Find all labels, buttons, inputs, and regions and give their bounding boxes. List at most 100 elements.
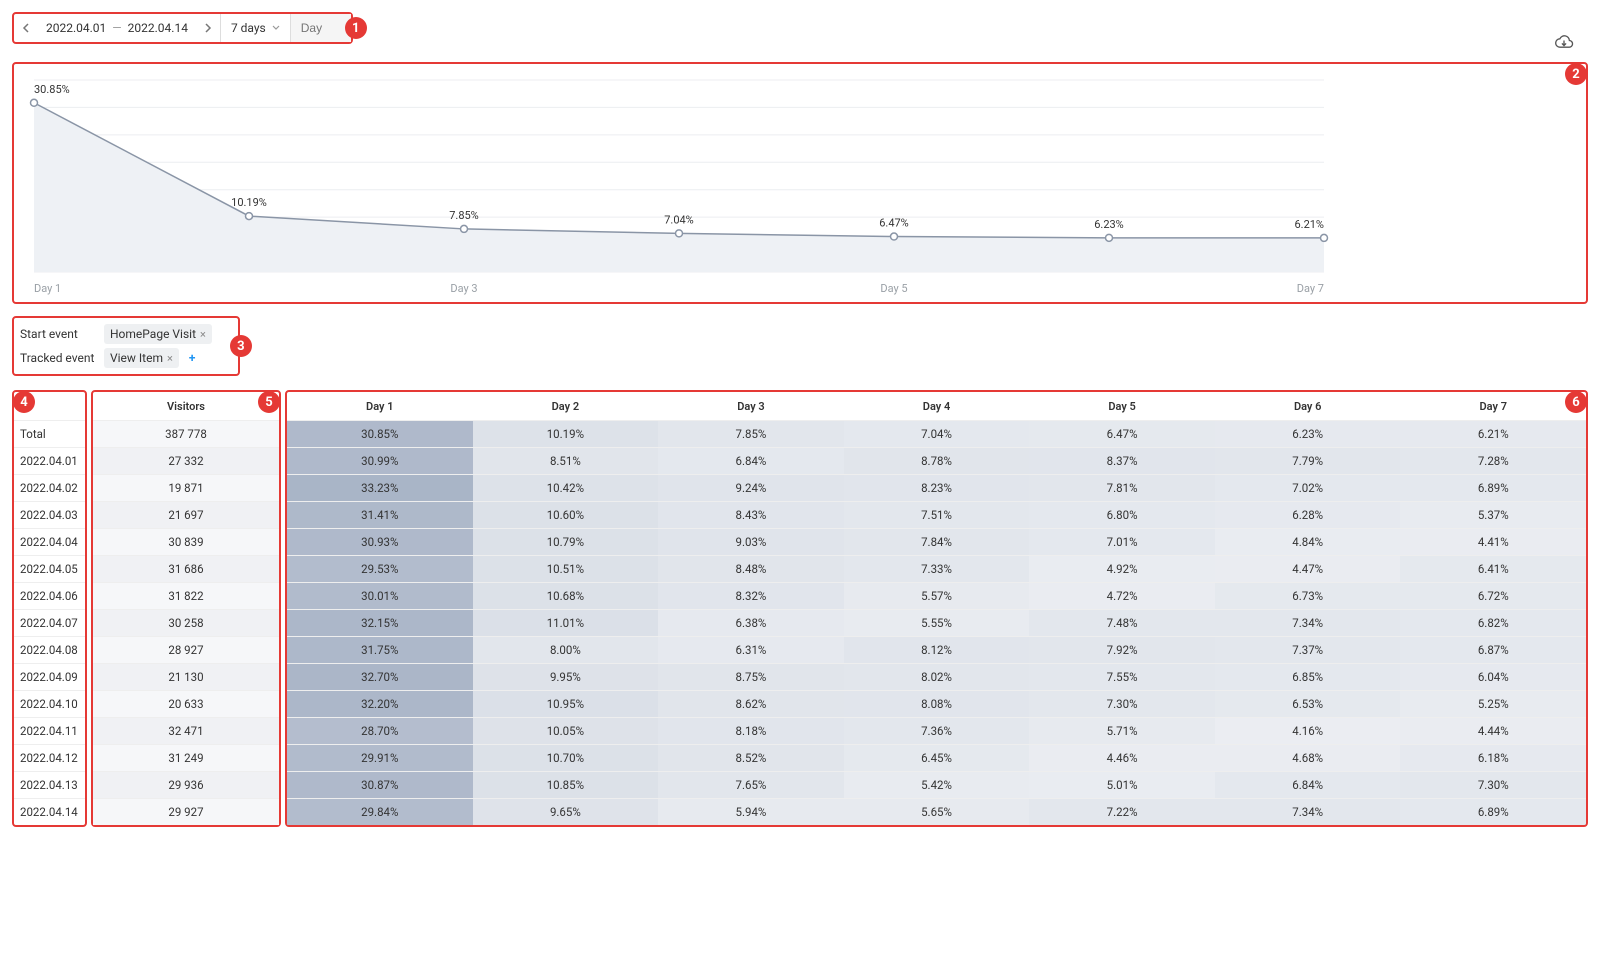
- table-row: 2022.04.09: [14, 663, 85, 690]
- table-row: 2022.04.12: [14, 744, 85, 771]
- heat-cell: 5.94%: [658, 799, 844, 825]
- heat-cell: 6.87%: [1400, 637, 1586, 663]
- heat-cell: 31.41%: [287, 502, 473, 528]
- svg-text:6.47%: 6.47%: [879, 217, 909, 230]
- annotation-badge-6: 6: [1565, 391, 1587, 413]
- heat-cell: 6.31%: [658, 637, 844, 663]
- heat-cell: 8.32%: [658, 583, 844, 609]
- heat-cell: 7.04%: [844, 421, 1030, 447]
- heat-cell: 7.30%: [1400, 772, 1586, 798]
- heat-cell: 8.51%: [473, 448, 659, 474]
- heat-cell: 6.53%: [1215, 691, 1401, 717]
- table-row: 32.20%10.95%8.62%8.08%7.30%6.53%5.25%: [287, 690, 1586, 717]
- heat-cell: 6.45%: [844, 745, 1030, 771]
- heat-cell: 29.91%: [287, 745, 473, 771]
- heat-cell: 6.84%: [1215, 772, 1401, 798]
- heat-cell: 10.19%: [473, 421, 659, 447]
- table-row: 2022.04.10: [14, 690, 85, 717]
- remove-chip-icon[interactable]: ×: [200, 328, 206, 341]
- heat-cell: 6.80%: [1029, 502, 1215, 528]
- add-event-button[interactable]: +: [185, 351, 200, 365]
- heat-cell: 7.79%: [1215, 448, 1401, 474]
- table-row: 33.23%10.42%9.24%8.23%7.81%7.02%6.89%: [287, 474, 1586, 501]
- day-header: Day 3: [658, 400, 844, 413]
- table-row: 30.01%10.68%8.32%5.57%4.72%6.73%6.72%: [287, 582, 1586, 609]
- table-row: 29.84%9.65%5.94%5.65%7.22%7.34%6.89%: [287, 798, 1586, 825]
- table-row: 30 839: [93, 528, 279, 555]
- heat-cell: 5.01%: [1029, 772, 1215, 798]
- heat-cell: 7.01%: [1029, 529, 1215, 555]
- svg-text:Day 5: Day 5: [880, 282, 907, 295]
- heat-cell: 7.28%: [1400, 448, 1586, 474]
- heat-cell: 32.15%: [287, 610, 473, 636]
- heat-cell: 10.85%: [473, 772, 659, 798]
- table-row: 21 697: [93, 501, 279, 528]
- svg-text:7.85%: 7.85%: [449, 209, 479, 222]
- heat-cell: 8.43%: [658, 502, 844, 528]
- heat-cell: 4.68%: [1215, 745, 1401, 771]
- heat-cell: 6.21%: [1400, 421, 1586, 447]
- table-row: 30.93%10.79%9.03%7.84%7.01%4.84%4.41%: [287, 528, 1586, 555]
- heat-cell: 4.16%: [1215, 718, 1401, 744]
- table-row: 2022.04.13: [14, 771, 85, 798]
- range-select[interactable]: 7 days: [220, 14, 290, 42]
- heat-cell: 7.51%: [844, 502, 1030, 528]
- svg-text:Day 1: Day 1: [34, 282, 61, 295]
- range-select-label: 7 days: [231, 21, 266, 35]
- heat-cell: 30.93%: [287, 529, 473, 555]
- table-row: 32 471: [93, 717, 279, 744]
- heat-cell: 5.25%: [1400, 691, 1586, 717]
- annotation-badge-3: 3: [230, 335, 252, 357]
- heat-cell: 8.12%: [844, 637, 1030, 663]
- heat-cell: 7.36%: [844, 718, 1030, 744]
- table-row: 2022.04.03: [14, 501, 85, 528]
- heat-cell: 4.92%: [1029, 556, 1215, 582]
- tracked-event-chip-text: View Item: [110, 351, 163, 365]
- table-row: 2022.04.02: [14, 474, 85, 501]
- events-config: Start event HomePage Visit × Tracked eve…: [12, 316, 240, 376]
- heat-cell: 7.30%: [1029, 691, 1215, 717]
- heat-cell: 7.34%: [1215, 799, 1401, 825]
- heat-cell: 8.48%: [658, 556, 844, 582]
- chevron-left-icon: [22, 23, 30, 33]
- table-row: 2022.04.07: [14, 609, 85, 636]
- chevron-down-icon: [272, 25, 280, 31]
- heat-cell: 6.89%: [1400, 799, 1586, 825]
- svg-text:30.85%: 30.85%: [34, 83, 70, 96]
- chevron-right-icon: [204, 23, 212, 33]
- heat-cell: 4.47%: [1215, 556, 1401, 582]
- days-column: 6 Day 1Day 2Day 3Day 4Day 5Day 6Day 7 30…: [285, 390, 1588, 827]
- heat-cell: 5.57%: [844, 583, 1030, 609]
- tracked-event-chip[interactable]: View Item ×: [104, 348, 179, 368]
- remove-chip-icon[interactable]: ×: [167, 352, 173, 365]
- heat-cell: 8.08%: [844, 691, 1030, 717]
- table-row: 31 249: [93, 744, 279, 771]
- heat-cell: 8.00%: [473, 637, 659, 663]
- dates-column: 4 . Total2022.04.012022.04.022022.04.032…: [12, 390, 87, 827]
- tracked-event-label: Tracked event: [20, 351, 98, 365]
- table-row: 31 822: [93, 582, 279, 609]
- date-range-display[interactable]: 2022.04.01 — 2022.04.14: [38, 21, 196, 35]
- day-input[interactable]: [291, 14, 351, 42]
- heat-cell: 4.84%: [1215, 529, 1401, 555]
- start-event-chip[interactable]: HomePage Visit ×: [104, 324, 212, 344]
- table-row: 30 258: [93, 609, 279, 636]
- annotation-badge-1: 1: [345, 17, 367, 39]
- table-row: 28.70%10.05%8.18%7.36%5.71%4.16%4.44%: [287, 717, 1586, 744]
- annotation-badge-2: 2: [1565, 63, 1587, 85]
- heat-cell: 8.37%: [1029, 448, 1215, 474]
- next-button[interactable]: [196, 14, 220, 42]
- heat-cell: 30.99%: [287, 448, 473, 474]
- heat-cell: 7.37%: [1215, 637, 1401, 663]
- table-row: 2022.04.08: [14, 636, 85, 663]
- heat-cell: 6.84%: [658, 448, 844, 474]
- heat-cell: 7.81%: [1029, 475, 1215, 501]
- table-row: 30.99%8.51%6.84%8.78%8.37%7.79%7.28%: [287, 447, 1586, 474]
- heat-cell: 5.65%: [844, 799, 1030, 825]
- download-button[interactable]: [1554, 34, 1574, 55]
- heat-cell: 10.68%: [473, 583, 659, 609]
- table-row: 29.91%10.70%8.52%6.45%4.46%4.68%6.18%: [287, 744, 1586, 771]
- prev-button[interactable]: [14, 14, 38, 42]
- table-row: 31 686: [93, 555, 279, 582]
- heat-cell: 7.65%: [658, 772, 844, 798]
